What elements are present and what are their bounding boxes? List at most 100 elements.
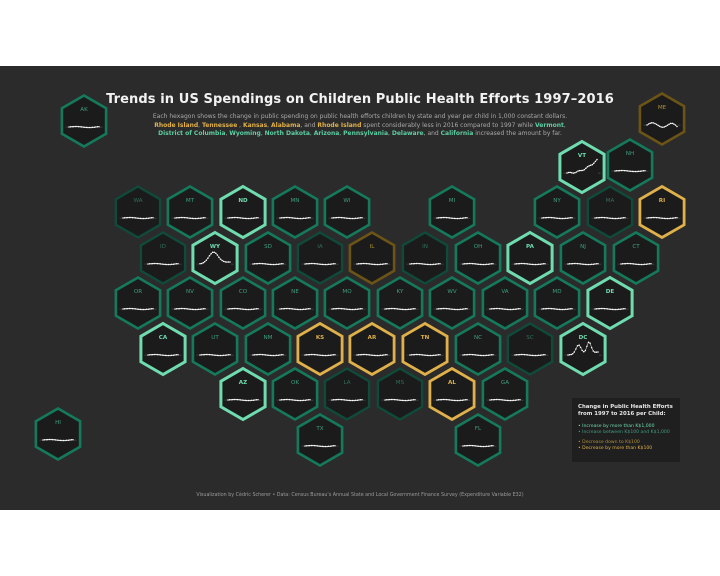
trend-point — [163, 354, 165, 357]
trend-point — [412, 308, 415, 310]
trend-point — [315, 444, 317, 447]
trend-point — [301, 308, 303, 311]
hexagon — [376, 275, 424, 330]
trend-point — [425, 354, 427, 357]
subtitle-fragment: North Dakota — [264, 130, 310, 138]
hexagon — [638, 91, 686, 146]
trend-point — [623, 169, 626, 172]
trend-point — [210, 252, 212, 255]
trend-point — [218, 256, 220, 258]
trend-point — [482, 445, 485, 448]
trend-point — [190, 308, 192, 311]
trend-point — [318, 445, 320, 447]
trend-point — [304, 354, 306, 356]
trend-point — [660, 126, 662, 128]
trend-point — [202, 217, 205, 219]
trend-point — [357, 263, 360, 265]
trend-point — [235, 307, 237, 310]
year-tick: 16 — [231, 264, 234, 266]
legend-item-strong-decrease: • Decrease by more than K$100 — [578, 446, 653, 451]
trend-point — [605, 307, 607, 310]
trend-point — [257, 216, 259, 219]
trend-point — [203, 261, 206, 263]
trend-point — [584, 349, 587, 352]
trend-point — [147, 263, 149, 265]
trend-point — [631, 262, 633, 265]
trend-point — [268, 263, 270, 266]
trend-point — [594, 160, 597, 163]
trend-point — [312, 262, 314, 265]
trend-point — [67, 439, 70, 441]
trend-point — [215, 354, 217, 357]
trend-point — [476, 445, 478, 447]
hexagon — [506, 230, 554, 286]
trend-point — [142, 217, 145, 220]
state-label: CA — [159, 335, 168, 341]
year-tick: 97 — [328, 400, 331, 402]
trend-point — [652, 216, 655, 219]
trend-point — [439, 262, 441, 265]
state-label: KS — [316, 335, 324, 341]
subtitle-fragment: , and — [300, 121, 318, 129]
trend-point — [621, 217, 623, 219]
trend-point — [241, 399, 243, 401]
trend-point — [479, 263, 482, 266]
trend-point — [269, 263, 272, 266]
trend-point — [448, 308, 451, 310]
year-tick: 97 — [433, 309, 436, 311]
trend-point — [215, 252, 217, 254]
trend-point — [662, 217, 664, 220]
state-label: RI — [659, 198, 665, 204]
trend-point — [348, 308, 351, 311]
year-tick: 97 — [65, 127, 68, 129]
trend-point — [594, 263, 596, 265]
state-label: IA — [317, 244, 323, 250]
state-hex-nv: NV 97 16 — [166, 275, 214, 330]
trend-point — [461, 308, 464, 310]
trend-point — [373, 263, 376, 266]
trend-point — [563, 217, 565, 220]
state-label: VT — [578, 153, 586, 159]
trend-point — [484, 445, 486, 448]
trend-point — [450, 217, 452, 219]
trend-point — [306, 217, 308, 219]
trend-point — [196, 308, 198, 311]
trend-point — [290, 216, 292, 219]
trend-point — [321, 445, 324, 448]
trend-point — [233, 398, 236, 401]
trend-point — [584, 263, 587, 266]
trend-point — [364, 353, 366, 356]
trend-point — [159, 354, 162, 356]
trend-point — [534, 263, 537, 266]
trend-point — [434, 354, 437, 356]
year-tick: 16 — [363, 218, 366, 220]
trend-point — [182, 216, 184, 219]
trend-point — [361, 398, 363, 401]
year-tick: 16 — [206, 309, 209, 311]
trend-point — [283, 398, 286, 401]
trend-point — [350, 399, 352, 402]
trend-point — [125, 307, 127, 310]
subtitle-fragment: Delaware — [391, 130, 424, 138]
trend-point — [473, 444, 475, 447]
trend-point — [501, 399, 504, 401]
trend-point — [645, 263, 648, 265]
trend-point — [533, 354, 535, 357]
year-tick: 16 — [336, 446, 339, 448]
trend-point — [320, 354, 322, 357]
trend-point — [133, 216, 135, 219]
state-hex-wi: WI 97 16 — [323, 184, 371, 239]
trend-point — [293, 308, 295, 310]
trend-point — [542, 354, 545, 356]
trend-point — [335, 216, 338, 219]
trend-point — [470, 444, 472, 447]
year-tick: 97 — [301, 355, 304, 357]
trend-point — [575, 348, 577, 350]
trend-point — [329, 445, 332, 447]
trend-point — [568, 308, 570, 310]
hexagon — [481, 366, 529, 421]
trend-point — [626, 170, 629, 172]
trend-point — [254, 217, 256, 219]
trend-point — [155, 353, 157, 356]
trend-point — [655, 216, 658, 219]
